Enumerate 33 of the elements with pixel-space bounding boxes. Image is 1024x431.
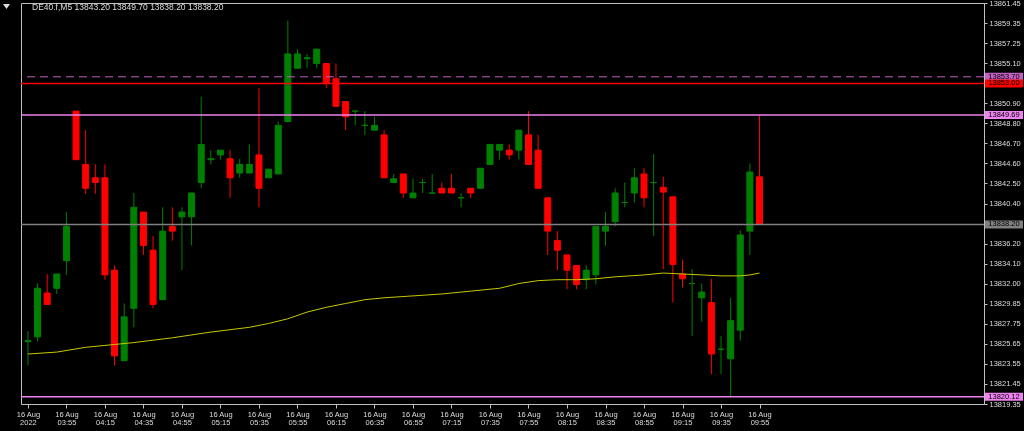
candlestick	[467, 187, 475, 199]
candlestick	[293, 48, 301, 69]
candlestick	[399, 173, 407, 199]
candlestick	[43, 273, 51, 305]
candlestick	[236, 158, 244, 179]
candlestick	[370, 116, 378, 131]
candlestick	[438, 182, 446, 194]
candlestick	[24, 330, 32, 366]
candlestick	[447, 173, 455, 194]
candlestick	[505, 143, 513, 161]
candlestick	[659, 176, 667, 270]
candlestick	[216, 149, 224, 161]
candlestick	[496, 143, 504, 161]
chart-title: DE40.f,M5 13843.20 13849.70 13838.20 13838.20	[32, 1, 224, 12]
candlestick	[245, 143, 253, 174]
candlestick	[303, 53, 311, 69]
candlestick	[409, 178, 417, 199]
candlestick	[476, 167, 484, 189]
candlestick	[630, 167, 638, 204]
candlestick	[428, 173, 436, 194]
candlestick	[553, 230, 561, 271]
candlestick	[207, 149, 215, 165]
candlestick	[53, 273, 61, 295]
candlestick	[91, 163, 99, 195]
candlestick	[265, 168, 273, 179]
candlestick	[72, 110, 80, 161]
candlestick	[486, 143, 494, 165]
candlestick	[390, 173, 398, 184]
candlestick	[602, 211, 609, 246]
candlestick	[178, 206, 186, 271]
candlestick	[698, 283, 706, 323]
candlestick	[563, 254, 571, 290]
candlestick	[168, 206, 176, 242]
